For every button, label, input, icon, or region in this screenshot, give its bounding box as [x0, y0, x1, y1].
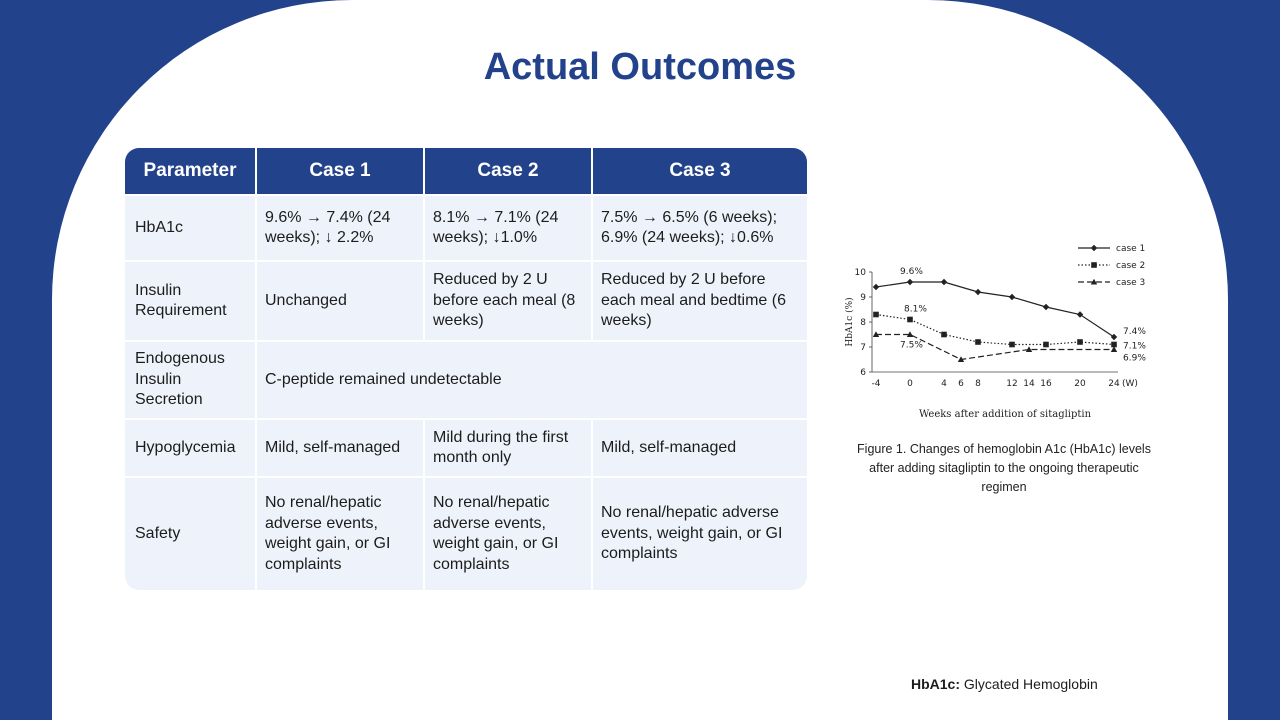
cell-case-3: No renal/hepatic adverse events, weight … — [591, 476, 807, 590]
series-line-2 — [875, 313, 1115, 346]
table-row-hypoglycemia: Hypoglycemia Mild, self-managed Mild dur… — [125, 418, 807, 476]
cell-case-2: Mild during the first month only — [423, 418, 591, 476]
outcomes-table: Parameter Case 1 Case 2 Case 3 HbA1c 9.6… — [125, 148, 807, 590]
row-parameter: Hypoglycemia — [125, 418, 255, 476]
legend-label-3: case 3 — [1116, 278, 1145, 288]
y-tick-label: 10 — [855, 268, 867, 278]
data-point-2 — [907, 316, 913, 323]
header-case-3: Case 3 — [591, 148, 807, 194]
x-tick-label: 12 — [1006, 379, 1017, 389]
cell-case-1: Mild, self-managed — [255, 418, 423, 476]
series-line-1 — [875, 281, 1115, 338]
cell-case-2: 8.1% → 7.1% (24 weeks); ↓1.0% — [423, 194, 591, 260]
cell-case-3: 7.5% → 6.5% (6 weeks); 6.9% (24 weeks); … — [591, 194, 807, 260]
footnote-term: HbA1c: — [911, 676, 961, 692]
y-tick-label: 6 — [860, 368, 866, 378]
data-point-2 — [1111, 341, 1117, 348]
data-point-2 — [1043, 341, 1049, 348]
table-row-safety: Safety No renal/hepatic adverse events, … — [125, 476, 807, 590]
data-point-1 — [1110, 333, 1118, 341]
row-parameter: Safety — [125, 476, 255, 590]
data-point-2 — [873, 311, 879, 318]
y-axis-label: HbA1c (%) — [844, 297, 855, 346]
cell-case-2: No renal/hepatic adverse events, weight … — [423, 476, 591, 590]
x-tick-label: 6 — [958, 379, 964, 389]
hba1c-line-chart: 6 7 8 9 10 -4 0 4 6 8 12 14 16 20 24 (W) Weeks after add… — [844, 244, 1146, 420]
x-tick-label: 16 — [1040, 379, 1052, 389]
figure-caption: Figure 1. Changes of hemoglobin A1c (HbA… — [857, 442, 1151, 494]
annotation-label: 7.4% — [1123, 327, 1146, 337]
data-point-1 — [940, 278, 948, 286]
data-point-3 — [872, 331, 880, 338]
page-title: Actual Outcomes — [483, 46, 797, 88]
cell-merged: C-peptide remained undetectable — [255, 340, 807, 418]
x-tick-label: -4 — [872, 379, 881, 389]
x-tick-label: 4 — [941, 379, 947, 389]
x-tick-label: 0 — [907, 379, 913, 389]
data-point-1 — [906, 278, 914, 286]
data-point-1 — [1042, 303, 1050, 311]
row-parameter: Insulin Requirement — [125, 260, 255, 340]
data-point-3 — [906, 331, 914, 338]
data-point-1 — [1008, 293, 1016, 301]
data-point-3 — [1110, 346, 1118, 353]
legend-label-2: case 2 — [1116, 261, 1145, 271]
cell-case-3: Reduced by 2 U before each meal and bedt… — [591, 260, 807, 340]
y-tick-label: 8 — [860, 318, 866, 328]
y-tick-label: 7 — [860, 343, 866, 353]
x-tick-label: 20 — [1074, 379, 1086, 389]
cell-case-1: Unchanged — [255, 260, 423, 340]
annotation-label: 6.9% — [1123, 354, 1146, 364]
x-unit-label: (W) — [1122, 379, 1138, 389]
table-row-insulin-requirement: Insulin Requirement Unchanged Reduced by… — [125, 260, 807, 340]
table-row-endogenous-insulin: Endogenous Insulin Secretion C-peptide r… — [125, 340, 807, 418]
annotation-label: 8.1% — [904, 305, 927, 315]
annotation-label: 9.6% — [900, 267, 923, 277]
data-point-2 — [1009, 341, 1015, 348]
x-tick-label: 8 — [975, 379, 981, 389]
data-point-1 — [1076, 311, 1084, 318]
row-parameter: HbA1c — [125, 194, 255, 260]
data-point-2 — [941, 331, 947, 338]
data-point-2 — [1077, 339, 1083, 345]
x-axis-label: Weeks after addition of sitagliptin — [919, 409, 1092, 420]
header-case-2: Case 2 — [423, 148, 591, 194]
data-point-1 — [872, 283, 880, 291]
data-point-2 — [975, 339, 981, 345]
header-parameter: Parameter — [125, 148, 255, 194]
table-row-hba1c: HbA1c 9.6% → 7.4% (24 weeks); ↓ 2.2% 8.1… — [125, 194, 807, 260]
legend-label-1: case 1 — [1116, 244, 1145, 254]
cell-case-3: Mild, self-managed — [591, 418, 807, 476]
data-point-3 — [1025, 346, 1033, 353]
annotation-label: 7.5% — [900, 341, 923, 351]
legend-marker-3 — [1090, 278, 1098, 285]
data-point-3 — [957, 356, 965, 363]
table-header-row: Parameter Case 1 Case 2 Case 3 — [125, 148, 807, 194]
row-parameter: Endogenous Insulin Secretion — [125, 340, 255, 418]
legend-marker-1 — [1090, 244, 1098, 252]
footnote-definition: Glycated Hemoglobin — [960, 676, 1098, 692]
cell-case-1: No renal/hepatic adverse events, weight … — [255, 476, 423, 590]
annotation-label: 7.1% — [1123, 342, 1146, 352]
header-case-1: Case 1 — [255, 148, 423, 194]
y-tick-label: 9 — [860, 293, 866, 303]
cell-case-1: 9.6% → 7.4% (24 weeks); ↓ 2.2% — [255, 194, 423, 260]
footnote: HbA1c: Glycated Hemoglobin — [911, 676, 1098, 692]
x-tick-label: 14 — [1023, 379, 1035, 389]
x-tick-label: 24 — [1108, 379, 1120, 389]
data-point-1 — [974, 288, 982, 296]
cell-case-2: Reduced by 2 U before each meal (8 weeks… — [423, 260, 591, 340]
legend-marker-2 — [1091, 262, 1097, 268]
